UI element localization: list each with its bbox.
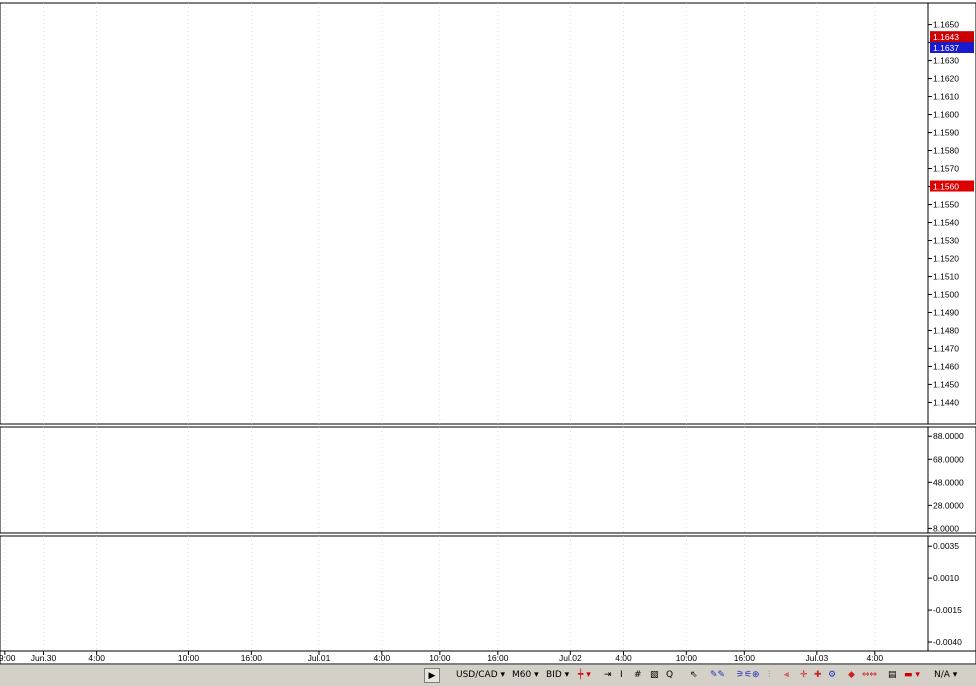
timeframe-label: M60: [512, 670, 532, 680]
trend-tools-icon[interactable]: ⚞⚟: [736, 670, 753, 680]
price-label-text: 1.1643: [933, 32, 959, 42]
scroll-right-button[interactable]: ▶: [424, 668, 440, 683]
time-tick-label: 4:00: [374, 653, 391, 663]
na-selector[interactable]: N/A ▾: [934, 670, 958, 680]
time-tick-label: 16:00: [241, 653, 263, 663]
marker-icon[interactable]: ◆: [848, 670, 855, 680]
pane-frame-1: [0, 2, 929, 425]
na-label: N/A: [934, 670, 950, 680]
cross-tool-icon[interactable]: ✚: [814, 670, 822, 680]
price-tick-label: 1.1630: [933, 56, 959, 66]
price-label-box: [930, 41, 974, 53]
price-tick-label: 1.1590: [933, 128, 959, 138]
ac-tick-label: -0.0040: [933, 637, 962, 647]
price-tick-label: 1.1620: [933, 74, 959, 84]
price-type-label: BID: [546, 670, 562, 680]
measure-icon[interactable]: ⫷: [784, 670, 790, 680]
instrument-label: USD/CAD: [456, 670, 498, 680]
ac-tick-label: 0.0035: [933, 541, 959, 551]
stoch-tick-label: 48.0000: [933, 477, 964, 487]
stoch-tick-label: 28.0000: [933, 500, 964, 510]
bottom-toolbar: ▶ USD/CAD ▾ M60 ▾ BID ▾ ┿ ▾ ⇥ I # ▧ Q ⇖ …: [0, 664, 976, 686]
crosshair-q-icon[interactable]: Q: [666, 670, 674, 680]
ac-tick-label: -0.0015: [933, 605, 962, 615]
price-tick-label: 1.1460: [933, 361, 959, 371]
instrument-selector[interactable]: USD/CAD ▾: [456, 670, 506, 680]
candle-style-icon[interactable]: ┿ ▾: [578, 670, 591, 680]
price-tick-label: 1.1600: [933, 110, 959, 120]
price-tick-label: 1.1500: [933, 289, 959, 299]
crosshair-icon[interactable]: ✛: [800, 670, 808, 680]
time-tick-label: 4:00: [615, 653, 632, 663]
price-tick-label: 1.1650: [933, 20, 959, 30]
price-tick-label: 1.1580: [933, 146, 959, 156]
price-tick-label: 1.1490: [933, 307, 959, 317]
price-type-selector[interactable]: BID ▾: [546, 670, 570, 680]
price-scale-1: [927, 2, 976, 425]
price-tick-label: 1.1510: [933, 271, 959, 281]
line-style-icon[interactable]: ▬ ▾: [904, 670, 920, 680]
time-tick-label: 4:00: [88, 653, 105, 663]
axes: 1.16501.16401.16301.16201.16101.16001.15…: [0, 2, 976, 665]
price-tick-label: 1.1520: [933, 253, 959, 263]
stoch-tick-label: 8.0000: [933, 523, 959, 533]
price-tick-label: 1.1450: [933, 379, 959, 389]
fibonacci-icon[interactable]: ⫶: [768, 670, 771, 680]
price-tick-label: 1.1470: [933, 343, 959, 353]
ac-tick-label: 0.0010: [933, 573, 959, 583]
price-tick-label: 1.1540: [933, 217, 959, 227]
time-tick-label: 19:00: [0, 653, 16, 663]
time-tick-label: 10:00: [429, 653, 451, 663]
stoch-tick-label: 68.0000: [933, 454, 964, 464]
time-tick-label: 16:00: [734, 653, 756, 663]
time-tick-label: 16:00: [487, 653, 509, 663]
price-tick-label: 1.1610: [933, 92, 959, 102]
settings-icon[interactable]: ⚙: [828, 670, 837, 680]
autoscale-icon[interactable]: I: [620, 670, 623, 680]
pane-frame-3: [0, 535, 929, 652]
time-tick-label: Jul.03: [805, 653, 828, 663]
price-scale-2: [927, 426, 976, 534]
time-tick-label: Jul.02: [559, 653, 582, 663]
price-label-box: [930, 180, 974, 192]
shift-chart-icon[interactable]: ⇥: [604, 670, 612, 680]
pane-frame-2: [0, 426, 929, 534]
drawing-tools-icon[interactable]: ✎✎: [710, 670, 726, 680]
zoom-in-icon[interactable]: ⊕: [752, 670, 760, 680]
price-tick-label: 1.1480: [933, 325, 959, 335]
stoch-tick-label: 88.0000: [933, 431, 964, 441]
price-tick-label: 1.1440: [933, 397, 959, 407]
price-label-text: 1.1637: [933, 43, 959, 53]
price-tick-label: 1.1530: [933, 235, 959, 245]
time-tick-label: Jul.01: [308, 653, 331, 663]
price-scale-3: [927, 535, 976, 652]
time-tick-label: 4:00: [867, 653, 884, 663]
price-label-text: 1.1560: [933, 182, 959, 192]
grid-icon[interactable]: #: [634, 670, 642, 680]
period-separator-icon[interactable]: ▧: [650, 670, 659, 680]
properties-icon[interactable]: ▤: [888, 670, 897, 680]
time-tick-label: 10:00: [178, 653, 200, 663]
time-tick-label: 10:00: [676, 653, 698, 663]
price-tick-label: 1.1550: [933, 200, 959, 210]
timeframe-selector[interactable]: M60 ▾: [512, 670, 539, 680]
arrows-icon[interactable]: ⇔⇔: [862, 670, 878, 680]
cursor-icon[interactable]: ⇖: [690, 670, 698, 680]
price-label-box: [930, 31, 974, 43]
price-tick-label: 1.1570: [933, 164, 959, 174]
time-tick-label: Jun.30: [31, 653, 57, 663]
